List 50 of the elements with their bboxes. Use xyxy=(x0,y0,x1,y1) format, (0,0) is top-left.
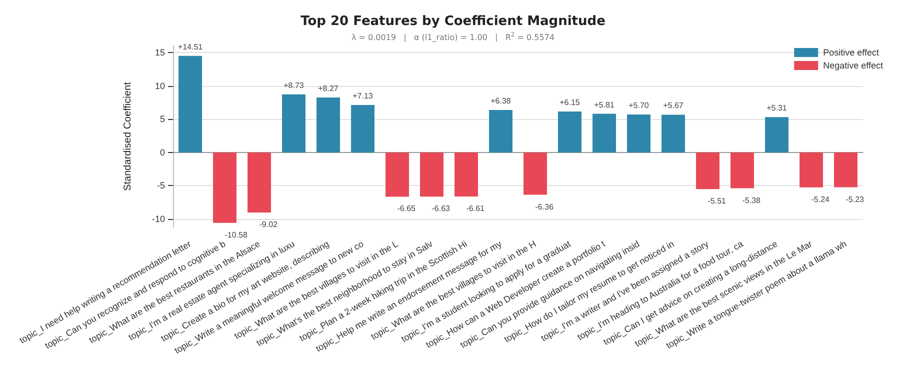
data-label: -6.36 xyxy=(535,202,554,212)
chart-title: Top 20 Features by Coefficient Magnitude xyxy=(300,14,606,29)
bar xyxy=(765,117,788,152)
bar xyxy=(592,114,616,152)
bar xyxy=(213,152,236,223)
bar xyxy=(351,105,374,152)
y-tick-label: 10 xyxy=(154,80,165,91)
bar xyxy=(558,112,582,152)
y-tick-label: -5 xyxy=(156,180,165,191)
data-label: -6.63 xyxy=(432,204,451,214)
bar xyxy=(627,114,650,152)
bar xyxy=(730,152,754,188)
bar xyxy=(316,97,340,152)
bar xyxy=(386,152,409,197)
bar xyxy=(282,94,306,152)
bar xyxy=(800,152,823,188)
data-label: -6.61 xyxy=(466,204,486,213)
bar xyxy=(248,152,271,212)
bar xyxy=(489,110,512,152)
data-label: +5.31 xyxy=(766,104,788,113)
y-axis-title: Standardised Coefficient xyxy=(122,82,134,191)
bar xyxy=(178,56,202,152)
data-label: +8.27 xyxy=(318,84,339,93)
data-label: +6.38 xyxy=(490,96,512,106)
bar xyxy=(696,152,720,190)
legend-label: Negative effect xyxy=(823,60,884,70)
data-label: -5.51 xyxy=(708,196,727,206)
data-label: -10.58 xyxy=(224,230,248,240)
y-tick-label: -10 xyxy=(152,214,165,224)
data-label: -5.38 xyxy=(742,196,762,205)
bar xyxy=(454,152,478,196)
data-label: +14.51 xyxy=(178,42,204,52)
legend-label: Positive effect xyxy=(823,48,880,58)
data-label: +5.81 xyxy=(594,100,615,110)
y-tick-label: 5 xyxy=(160,114,165,124)
y-tick-label: 0 xyxy=(160,147,165,158)
data-label: +5.67 xyxy=(663,101,684,110)
y-tick-label: 15 xyxy=(154,48,165,58)
bar xyxy=(420,152,444,197)
data-label: +7.13 xyxy=(352,92,374,101)
data-label: +8.73 xyxy=(284,80,304,90)
data-label: -6.65 xyxy=(397,204,416,214)
data-label: +5.70 xyxy=(628,101,650,110)
data-label: -5.24 xyxy=(811,194,830,204)
bar xyxy=(524,152,547,195)
data-label: -9.02 xyxy=(259,220,278,229)
data-label: +6.15 xyxy=(560,98,580,108)
data-label: -5.23 xyxy=(846,194,865,204)
bar xyxy=(834,152,858,188)
bar xyxy=(662,114,685,152)
